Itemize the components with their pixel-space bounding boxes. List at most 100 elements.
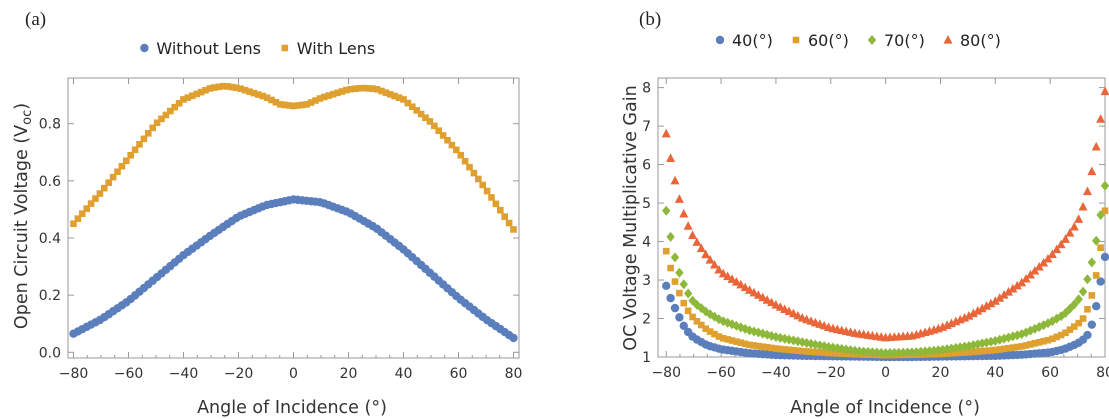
data-point bbox=[719, 316, 728, 327]
data-point bbox=[483, 187, 491, 195]
data-point bbox=[1053, 333, 1061, 341]
data-point bbox=[1075, 319, 1082, 327]
data-point bbox=[798, 347, 806, 355]
data-point bbox=[970, 348, 977, 356]
data-point bbox=[759, 343, 767, 350]
data-point bbox=[1030, 265, 1040, 275]
data-point bbox=[1096, 209, 1105, 220]
data-point bbox=[768, 344, 775, 352]
chart-panel-a: (a) Without Lens With Lens −80 −60 −40 −20 0 2… bbox=[12, 9, 522, 418]
data-point bbox=[675, 267, 684, 278]
y-tick-label: 0.2 bbox=[39, 288, 61, 304]
x-axis-title-b: Angle of Incidence (°) bbox=[790, 398, 980, 418]
data-point bbox=[369, 85, 376, 92]
data-point bbox=[812, 348, 819, 356]
data-point bbox=[746, 341, 753, 349]
data-point bbox=[228, 83, 236, 91]
data-point bbox=[666, 231, 675, 242]
data-point bbox=[731, 277, 741, 286]
data-point bbox=[241, 86, 249, 94]
data-point bbox=[995, 334, 1004, 345]
data-point bbox=[767, 330, 776, 341]
data-point bbox=[1057, 331, 1065, 339]
data-point bbox=[1022, 342, 1030, 349]
x-tick-label: −40 bbox=[169, 366, 199, 382]
data-point bbox=[329, 90, 337, 98]
data-point bbox=[671, 278, 679, 285]
y-tick-label: 5 bbox=[642, 196, 651, 212]
y-tick-label: 7 bbox=[642, 119, 651, 135]
data-point bbox=[237, 85, 244, 93]
data-point bbox=[762, 295, 772, 304]
data-point bbox=[505, 219, 513, 227]
data-point bbox=[1061, 234, 1071, 243]
data-point bbox=[662, 247, 670, 255]
x-tick-label: 20 bbox=[340, 366, 358, 382]
data-point bbox=[990, 296, 1000, 305]
data-point bbox=[670, 252, 680, 263]
data-point bbox=[741, 323, 750, 334]
data-point bbox=[479, 181, 486, 189]
x-tick-label: 80 bbox=[1096, 365, 1109, 381]
data-point bbox=[811, 339, 820, 350]
data-point bbox=[833, 343, 842, 354]
data-point bbox=[816, 349, 824, 356]
data-point bbox=[1017, 329, 1026, 340]
data-point bbox=[679, 208, 689, 218]
data-point bbox=[714, 264, 724, 274]
data-point bbox=[1083, 274, 1092, 285]
data-point bbox=[1013, 343, 1021, 351]
data-point bbox=[171, 103, 178, 111]
data-point bbox=[1087, 257, 1097, 268]
data-point bbox=[925, 345, 934, 356]
data-point bbox=[1035, 338, 1043, 346]
data-point bbox=[689, 313, 696, 321]
data-point bbox=[175, 100, 183, 107]
plot-frame bbox=[657, 77, 1106, 358]
data-point bbox=[1070, 299, 1079, 310]
data-point bbox=[1056, 311, 1066, 322]
data-point bbox=[1034, 261, 1044, 271]
data-point bbox=[995, 293, 1005, 302]
data-point bbox=[777, 345, 784, 353]
data-point bbox=[755, 342, 762, 350]
data-point bbox=[136, 140, 143, 148]
data-point bbox=[698, 321, 705, 329]
data-point bbox=[87, 200, 95, 207]
legend-item: 70(°) bbox=[867, 31, 925, 50]
data-point bbox=[1009, 344, 1017, 351]
legend-a: Without Lens With Lens bbox=[140, 39, 375, 58]
data-point bbox=[1092, 235, 1101, 246]
data-point bbox=[74, 215, 82, 222]
data-point bbox=[475, 175, 482, 183]
data-point bbox=[255, 91, 262, 98]
x-tick-label: −80 bbox=[651, 365, 681, 381]
data-point bbox=[1062, 329, 1069, 337]
data-point bbox=[723, 271, 733, 281]
data-point bbox=[1040, 337, 1047, 345]
data-point bbox=[670, 175, 680, 185]
x-tick-label: 40 bbox=[395, 366, 413, 382]
data-point bbox=[409, 103, 416, 111]
data-point bbox=[334, 89, 341, 97]
data-point bbox=[679, 321, 688, 331]
data-point bbox=[435, 127, 442, 134]
legend-item: With Lens bbox=[281, 39, 375, 58]
data-point bbox=[417, 110, 425, 118]
data-point bbox=[982, 301, 992, 310]
data-point bbox=[426, 118, 434, 125]
data-point bbox=[1100, 180, 1109, 191]
data-point bbox=[745, 285, 755, 294]
data-point bbox=[391, 92, 398, 100]
data-point bbox=[105, 179, 112, 186]
data-point bbox=[145, 130, 152, 137]
data-point bbox=[321, 93, 328, 101]
data-point bbox=[1043, 253, 1053, 263]
series-4 bbox=[661, 86, 1109, 342]
data-point bbox=[938, 344, 947, 355]
data-point bbox=[268, 96, 275, 104]
data-point bbox=[807, 348, 815, 356]
data-point bbox=[131, 146, 139, 154]
data-point bbox=[829, 349, 837, 357]
data-point bbox=[863, 346, 873, 357]
